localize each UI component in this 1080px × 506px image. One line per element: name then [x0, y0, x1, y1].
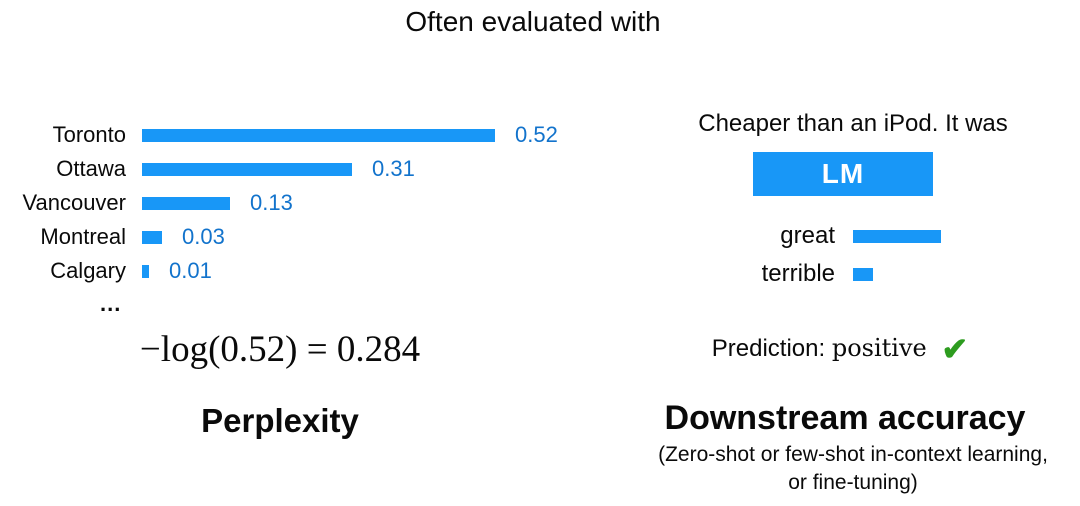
- value-label: 0.13: [250, 190, 293, 215]
- bar-great: [853, 229, 941, 243]
- value-label: 0.03: [182, 224, 225, 249]
- category-label: great: [780, 222, 835, 249]
- downstream-accuracy-subcaption: (Zero-shot or few-shot in-context learni…: [630, 441, 1076, 497]
- chart-row-montreal: Montreal 0.03: [0, 220, 600, 254]
- chart-row-ottawa: Ottawa 0.31: [0, 152, 600, 186]
- bar-montreal: [142, 230, 162, 244]
- bar-toronto: [142, 128, 495, 142]
- perplexity-caption: Perplexity: [201, 402, 359, 439]
- more-categories-ellipsis: ...: [100, 291, 122, 316]
- downstream-accuracy-caption: Downstream accuracy: [664, 399, 1026, 437]
- category-label: terrible: [761, 260, 835, 287]
- category-label: Vancouver: [22, 190, 126, 215]
- bar-vancouver: [142, 196, 230, 210]
- category-label: Calgary: [50, 258, 126, 283]
- value-label: 0.52: [515, 122, 558, 147]
- subcaption-line-1: (Zero-shot or few-shot in-context learni…: [658, 443, 1048, 466]
- prediction-value: positive: [831, 334, 927, 362]
- subcaption-line-2: or fine-tuning): [788, 471, 918, 494]
- lm-model-box: LM: [753, 152, 933, 196]
- bar-terrible: [853, 267, 873, 281]
- sentiment-bar-chart: great terrible: [640, 217, 1066, 293]
- category-label: Ottawa: [56, 156, 126, 181]
- value-label: 0.01: [169, 258, 212, 283]
- prediction-label: Prediction:: [711, 335, 826, 362]
- prediction-line: Prediction: positive ✔: [640, 330, 1040, 368]
- chart-row-vancouver: Vancouver 0.13: [0, 186, 600, 220]
- value-label: 0.31: [372, 156, 415, 181]
- chart-row-terrible: terrible: [640, 255, 1066, 293]
- input-prompt-text: Cheaper than an iPod. It was: [698, 110, 1008, 137]
- category-label: Montreal: [40, 224, 126, 249]
- perplexity-bar-chart: Toronto 0.52 Ottawa 0.31 Vancouver 0.13 …: [0, 118, 600, 288]
- chart-row-great: great: [640, 217, 1066, 255]
- perplexity-formula: −log(0.52) = 0.284: [139, 329, 421, 370]
- chart-row-calgary: Calgary 0.01: [0, 254, 600, 288]
- bar-calgary: [142, 264, 149, 278]
- slide-title: Often evaluated with: [405, 6, 661, 37]
- category-label: Toronto: [52, 122, 126, 147]
- checkmark-icon: ✔: [941, 331, 969, 367]
- chart-row-toronto: Toronto 0.52: [0, 118, 600, 152]
- bar-ottawa: [142, 162, 352, 176]
